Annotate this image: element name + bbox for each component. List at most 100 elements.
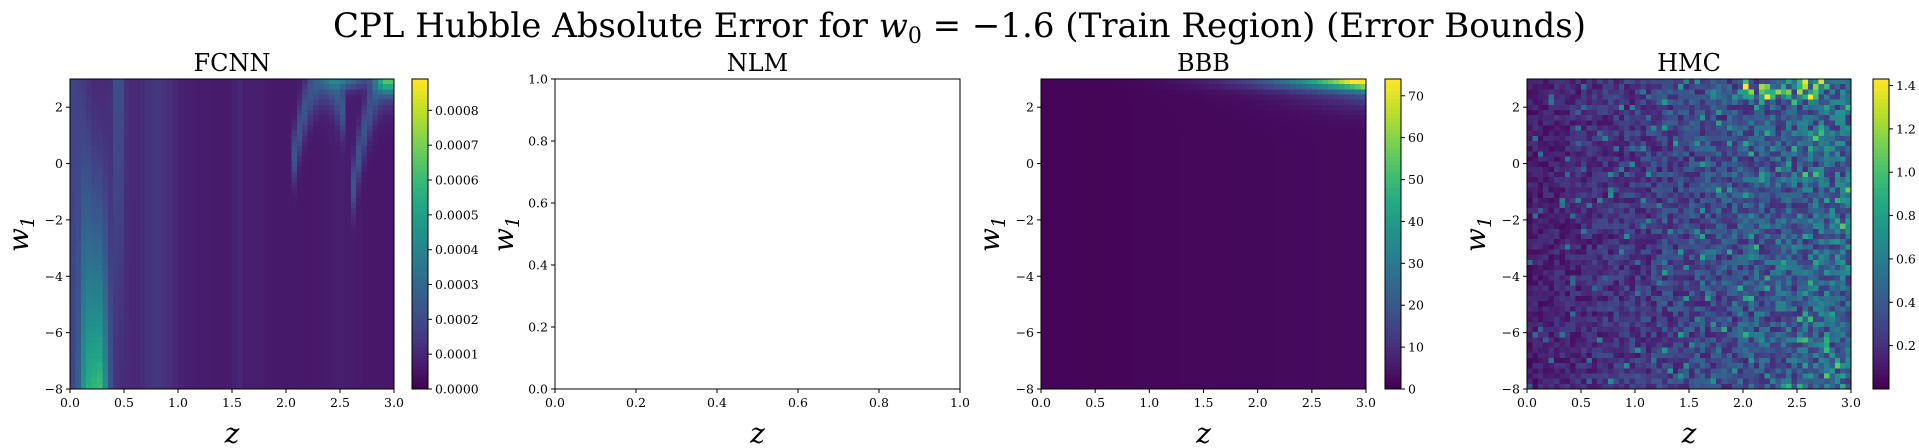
- heatmap-cell: [264, 182, 271, 189]
- heatmap-cell: [334, 161, 341, 168]
- heatmap-cell: [1301, 141, 1308, 147]
- heatmap-cell: [1225, 151, 1232, 158]
- heatmap-cell: [151, 130, 157, 137]
- heatmap-cell: [151, 383, 157, 390]
- heatmap-cell: [161, 280, 168, 287]
- heatmap-cell: [134, 321, 141, 328]
- heatmap-cell: [145, 192, 152, 199]
- heatmap-cell: [302, 352, 309, 359]
- heatmap-cell: [291, 337, 298, 344]
- heatmap-cell: [264, 337, 271, 344]
- heatmap-cell: [1317, 172, 1324, 178]
- heatmap-cell: [167, 125, 174, 132]
- heatmap-cell: [205, 275, 211, 282]
- heatmap-cell: [70, 223, 76, 230]
- heatmap-cell: [232, 275, 238, 282]
- heatmap-cell: [302, 166, 309, 173]
- colorbar-segment: [412, 237, 428, 243]
- heatmap-cell: [199, 218, 206, 225]
- heatmap-cell: [91, 301, 98, 307]
- heatmap-cell: [318, 115, 325, 121]
- heatmap-cell: [388, 275, 395, 282]
- heatmap-cell: [318, 311, 325, 318]
- heatmap-cell: [86, 110, 93, 116]
- heatmap-cell: [318, 306, 325, 313]
- heatmap-cell: [1311, 161, 1318, 168]
- heatmap-cell: [307, 270, 314, 276]
- heatmap-cell: [151, 104, 157, 111]
- heatmap-cell: [296, 151, 303, 158]
- heatmap-cell: [188, 203, 195, 209]
- heatmap-cell: [264, 265, 271, 271]
- heatmap-cell: [1187, 135, 1194, 142]
- heatmap-cell: [383, 115, 390, 121]
- heatmap-cell: [183, 378, 190, 385]
- heatmap-cell: [334, 285, 341, 292]
- heatmap-cell: [140, 347, 147, 354]
- y-axis-label-sub: 1: [17, 216, 39, 228]
- heatmap-cell: [1181, 94, 1188, 101]
- heatmap-cell: [1138, 89, 1145, 96]
- heatmap-cell: [107, 239, 114, 245]
- heatmap-cell: [91, 146, 98, 152]
- heatmap-cell: [275, 94, 282, 101]
- heatmap-cell: [345, 296, 352, 302]
- heatmap-cell: [1187, 130, 1194, 137]
- heatmap-cell: [1214, 89, 1221, 96]
- heatmap-cell: [388, 285, 395, 292]
- heatmap-cell: [183, 110, 190, 116]
- heatmap-cell: [242, 234, 249, 240]
- heatmap-cell: [1149, 151, 1156, 158]
- heatmap-cell: [97, 280, 103, 287]
- heatmap-cell: [1062, 115, 1069, 121]
- heatmap-cell: [124, 347, 130, 354]
- heatmap-cell: [264, 358, 271, 364]
- heatmap-cell: [107, 89, 114, 96]
- colorbar-segment: [412, 191, 428, 196]
- heatmap-cell: [259, 275, 265, 282]
- heatmap-cell: [329, 192, 336, 199]
- heatmap-cell: [296, 363, 303, 369]
- heatmap-cell: [140, 203, 147, 209]
- heatmap-cell: [334, 239, 341, 245]
- heatmap-cell: [102, 192, 109, 199]
- heatmap-cell: [383, 177, 390, 183]
- heatmap-cell: [1106, 172, 1113, 178]
- heatmap-cell: [1143, 156, 1150, 163]
- heatmap-cell: [226, 213, 233, 220]
- heatmap-cell: [129, 213, 136, 220]
- heatmap-cell: [86, 378, 93, 385]
- heatmap-cell: [199, 265, 206, 271]
- heatmap-cell: [291, 259, 298, 266]
- heatmap-cell: [340, 156, 346, 163]
- heatmap-cell: [388, 296, 395, 302]
- heatmap-cell: [107, 197, 114, 204]
- heatmap-cell: [275, 275, 282, 282]
- heatmap-cell: [307, 280, 314, 287]
- heatmap-cell: [118, 373, 125, 380]
- heatmap-cell: [367, 285, 373, 292]
- heatmap-cell: [199, 187, 206, 194]
- heatmap-cell: [226, 352, 233, 359]
- heatmap-cell: [307, 337, 314, 344]
- heatmap-cell: [161, 285, 168, 292]
- heatmap-cell: [178, 363, 184, 369]
- heatmap-cell: [340, 192, 346, 199]
- heatmap-cell: [129, 161, 136, 168]
- heatmap-cell: [1089, 177, 1096, 183]
- heatmap-cell: [361, 265, 368, 271]
- heatmap-cell: [237, 223, 244, 230]
- colorbar-segment: [412, 373, 428, 378]
- heatmap-cell: [1116, 104, 1123, 111]
- heatmap-cell: [323, 99, 330, 106]
- heatmap-cell: [91, 94, 98, 101]
- heatmap-cell: [205, 125, 211, 132]
- heatmap-cell: [129, 203, 136, 209]
- heatmap-cell: [97, 223, 103, 230]
- heatmap-cell: [1122, 89, 1129, 96]
- heatmap-cell: [1073, 166, 1080, 173]
- heatmap-cell: [167, 228, 174, 235]
- heatmap-cell: [313, 259, 319, 266]
- heatmap-cell: [167, 115, 174, 121]
- heatmap-cells: [1041, 79, 1367, 390]
